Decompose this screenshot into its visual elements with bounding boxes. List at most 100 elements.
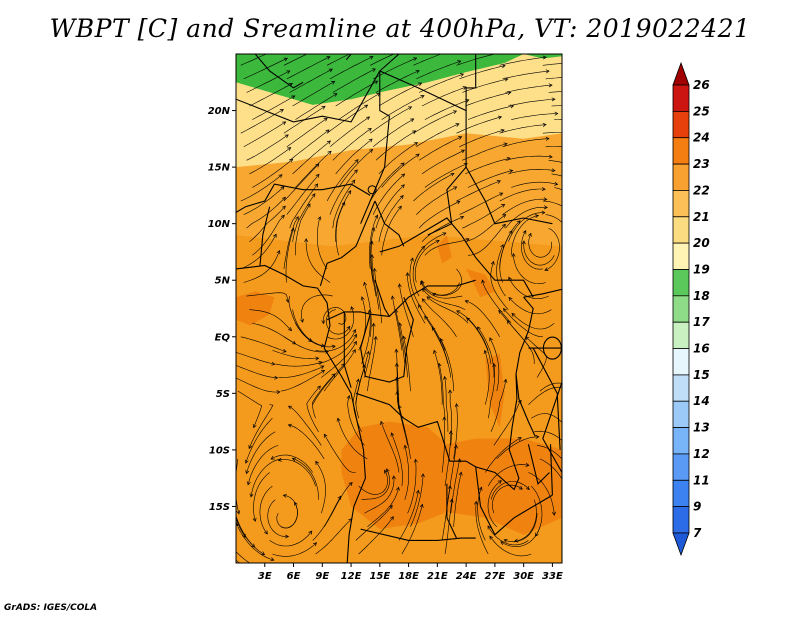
colorbar-box [672, 216, 690, 244]
streamline [392, 296, 403, 351]
streamline [511, 113, 558, 120]
streamline-arrow [542, 55, 547, 60]
streamline [295, 323, 336, 348]
streamline-arrow [260, 551, 266, 555]
streamline [492, 484, 523, 514]
streamline-arrow [501, 223, 506, 228]
streamline-arrow [492, 362, 497, 368]
streamline [421, 280, 460, 296]
streamline-arrow [449, 498, 454, 503]
streamline [289, 68, 333, 93]
streamline [521, 230, 543, 270]
streamline [404, 445, 409, 500]
streamline-arrow [450, 172, 455, 177]
streamline-arrow [527, 232, 532, 237]
streamline-arrow [454, 403, 459, 408]
streamline [539, 382, 562, 392]
streamline [510, 215, 539, 256]
streamline-arrow [474, 500, 478, 505]
streamline-arrow [372, 267, 377, 272]
streamline [490, 379, 507, 432]
streamline-arrow [503, 378, 508, 383]
boundary-line [475, 466, 553, 536]
streamline [542, 200, 562, 207]
colorbar-label: 24 [693, 131, 710, 145]
streamline-arrow [541, 187, 546, 192]
streamline-arrow [541, 210, 546, 215]
streamline-arrow [483, 349, 488, 354]
streamline [424, 163, 468, 188]
streamline [496, 244, 506, 297]
streamline-arrow [554, 111, 559, 116]
boundary-line [374, 279, 476, 318]
streamline-arrow [397, 404, 402, 409]
streamline [403, 336, 411, 392]
streamline [332, 179, 356, 229]
streamline-arrow [390, 516, 394, 521]
streamline [422, 298, 457, 337]
y-tick-label: 10S [209, 445, 230, 456]
streamline-arrow [288, 327, 293, 332]
streamline-arrow [273, 233, 277, 238]
streamline [398, 405, 411, 459]
streamline [508, 297, 552, 315]
streamline [441, 485, 451, 541]
streamline-arrow [287, 423, 292, 428]
streamline-arrow [548, 154, 553, 159]
streamline-arrow [281, 205, 286, 210]
streamline [338, 149, 373, 188]
streamline-arrow [400, 162, 405, 167]
streamline [243, 186, 285, 215]
streamline-arrow [448, 430, 453, 435]
streamline-arrow [504, 77, 509, 82]
streamline-arrow [380, 420, 384, 426]
streamline [537, 445, 562, 460]
streamline [285, 228, 294, 283]
streamline [508, 277, 549, 300]
streamline-arrow [328, 68, 333, 73]
streamline-arrow [370, 254, 375, 259]
streamline-arrow [352, 349, 356, 354]
streamline [513, 253, 546, 285]
streamline [326, 104, 368, 134]
streamline-arrow [503, 308, 507, 313]
streamline [414, 240, 440, 283]
streamline-arrow [421, 298, 426, 303]
streamline [499, 124, 547, 134]
streamline-arrow [408, 106, 413, 110]
streamline [462, 143, 508, 161]
streamline-arrow [397, 283, 402, 288]
boundary-line [446, 483, 457, 539]
colorbar-label: 7 [693, 526, 702, 540]
colorbar-box [672, 269, 690, 297]
boundary-line [254, 54, 304, 89]
x-tick-label: 3E [258, 571, 272, 582]
streamline-arrow [455, 48, 458, 51]
streamline-arrow [391, 475, 396, 480]
streamline-arrow [400, 184, 405, 189]
streamline-arrow [415, 153, 420, 158]
streamline-arrow [567, 190, 571, 193]
streamline [292, 193, 316, 242]
streamline-arrow [525, 462, 530, 467]
streamline [236, 458, 240, 514]
streamline [364, 323, 374, 378]
streamline-arrow [295, 216, 299, 221]
streamline-arrow [453, 186, 458, 190]
latitude-axis: 20N 15N 10N 5N EQ 5S 10S 15S [208, 106, 236, 513]
streamline-arrow [568, 387, 572, 390]
streamline-arrow [274, 375, 279, 380]
streamline-arrow [271, 361, 276, 366]
streamline-arrow [424, 315, 429, 320]
streamline [506, 320, 535, 364]
streamline-arrow [285, 534, 290, 539]
streamline-arrow [567, 131, 570, 134]
streamline [286, 174, 320, 215]
streamline [418, 73, 464, 93]
boundary-line [345, 54, 352, 61]
streamline [420, 281, 463, 299]
streamline [292, 81, 335, 107]
streamline [391, 432, 403, 487]
streamline [326, 306, 355, 340]
longitude-axis: 3E 6E 9E 12E 15E 18E 21E 24E 27E 30E 33E [258, 563, 563, 582]
